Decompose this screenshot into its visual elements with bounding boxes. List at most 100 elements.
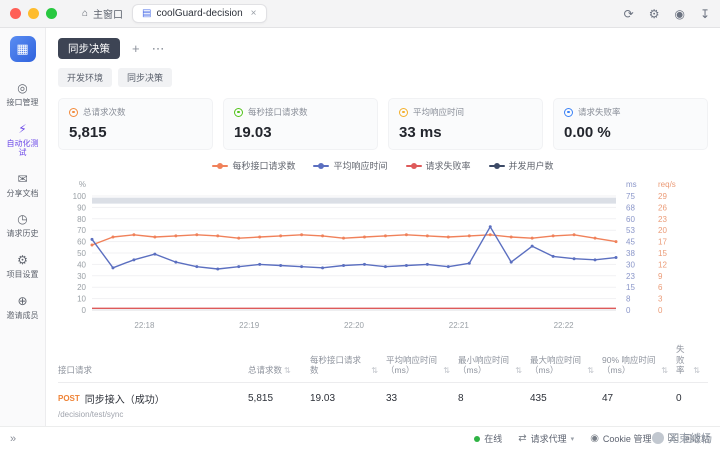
sort-icon[interactable]: ⇅ [661, 366, 668, 376]
http-method-badge: POST [58, 394, 80, 403]
svg-text:60: 60 [626, 215, 635, 224]
svg-text:15: 15 [658, 249, 667, 258]
metric-icon [399, 108, 408, 117]
expand-panel-icon[interactable]: » [10, 433, 16, 445]
request-name: 同步接入（成功） [85, 391, 165, 406]
page-title: 同步决策 [58, 38, 120, 59]
column-max-response[interactable]: 最大响应时间（ms）⇅ [530, 355, 602, 376]
legend-requests-per-second[interactable]: 每秒接口请求数 [212, 159, 295, 172]
online-status[interactable]: 在线 [474, 432, 502, 445]
svg-text:0: 0 [626, 306, 631, 315]
add-button[interactable]: + [132, 41, 140, 56]
cell-max-response: 435 [530, 391, 602, 404]
sidebar-item-request-history[interactable]: ◷ 请求历史 [0, 205, 45, 246]
history-icon: ◷ [17, 212, 27, 226]
metric-total-requests: 总请求次数 5,815 [58, 98, 213, 150]
sidebar-item-label: 分享文档 [7, 189, 39, 199]
sort-icon[interactable]: ⇅ [587, 366, 594, 376]
minimize-window-button[interactable] [28, 8, 39, 19]
sidebar-item-invite-members[interactable]: ⊕ 邀请成员 [0, 287, 45, 328]
tab-project[interactable]: ▤ coolGuard-decision × [132, 4, 266, 23]
app-logo[interactable]: ▦ [10, 36, 36, 62]
share-icon: ✉ [17, 172, 27, 186]
sort-icon[interactable]: ⇅ [515, 366, 522, 376]
svg-text:100: 100 [73, 192, 87, 201]
cell-total-requests: 5,815 [248, 391, 310, 404]
svg-text:75: 75 [626, 192, 635, 201]
more-options-button[interactable]: ⋯ [152, 41, 165, 57]
legend-concurrent-users[interactable]: 并发用户数 [489, 159, 554, 172]
download-icon[interactable]: ↧ [700, 7, 710, 21]
svg-text:90: 90 [77, 203, 86, 212]
request-table: 接口请求 总请求数⇅ 每秒接口请求数⇅ 平均响应时间（ms）⇅ 最小响应时间（m… [58, 340, 708, 426]
cell-p90-response: 47 [602, 391, 676, 404]
metric-icon [69, 108, 78, 117]
sidebar-item-share-docs[interactable]: ✉ 分享文档 [0, 165, 45, 206]
metric-requests-per-second: 每秒接口请求数 19.03 [223, 98, 378, 150]
svg-text:12: 12 [658, 260, 667, 269]
metric-label: 请求失败率 [578, 106, 621, 118]
sidebar-item-project-settings[interactable]: ⚙ 项目设置 [0, 246, 45, 287]
cookie-label: Cookie 管理 [603, 432, 652, 445]
column-failure-rate[interactable]: 失败率⇅ [676, 344, 708, 376]
tab-sync-decision[interactable]: 同步决策 [118, 68, 172, 87]
svg-text:26: 26 [658, 203, 667, 212]
sidebar-item-automated-testing[interactable]: ⚡ 自动化测试 [0, 115, 45, 165]
test-icon: ⚡ [18, 122, 26, 136]
sync-icon[interactable]: ⟳ [624, 7, 634, 21]
tab-dev-environment[interactable]: 开发环境 [58, 68, 112, 87]
sort-icon[interactable]: ⇅ [443, 366, 450, 376]
home-icon: ⌂ [82, 8, 88, 19]
svg-text:0: 0 [658, 306, 663, 315]
page-header: 同步决策 + ⋯ [58, 38, 708, 59]
metric-label: 总请求次数 [83, 106, 126, 118]
sort-icon[interactable]: ⇅ [284, 366, 291, 376]
cookie-icon: ◉ [590, 433, 599, 444]
column-total-requests[interactable]: 总请求数⇅ [248, 365, 310, 376]
sidebar-item-label: 项目设置 [7, 270, 39, 280]
legend-marker [313, 162, 329, 170]
proxy-label: 请求代理 [531, 432, 567, 445]
invite-icon: ⊕ [17, 294, 27, 308]
legend-failure-rate[interactable]: 请求失败率 [406, 159, 471, 172]
svg-text:22:19: 22:19 [239, 321, 260, 330]
svg-text:23: 23 [626, 272, 635, 281]
gear-icon: ⚙ [17, 253, 28, 267]
tab-main-window[interactable]: ⌂ 主窗口 [73, 3, 132, 24]
titlebar: ⌂ 主窗口 ▤ coolGuard-decision × ⟳ ⚙ ◉ ↧ [0, 0, 720, 28]
column-min-response[interactable]: 最小响应时间（ms）⇅ [458, 355, 530, 376]
legend-avg-response-time[interactable]: 平均响应时间 [313, 159, 387, 172]
metric-cards: 总请求次数 5,815 每秒接口请求数 19.03 平均响应时间 33 ms 请… [58, 98, 708, 150]
svg-text:8: 8 [626, 295, 631, 304]
request-proxy-menu[interactable]: ⇄ 请求代理 ▾ [518, 432, 574, 445]
legend-marker [489, 162, 505, 170]
watermark: 无束缚杨 [652, 430, 712, 446]
layout-icon[interactable]: ◉ [674, 7, 684, 21]
legend-label: 每秒接口请求数 [232, 159, 295, 172]
chevron-down-icon: ▾ [571, 435, 575, 443]
legend-marker [406, 162, 422, 170]
online-label: 在线 [484, 432, 502, 445]
svg-text:53: 53 [626, 226, 635, 235]
table-row[interactable]: POST 同步接入（成功） /decision/test/sync 5,815 … [58, 383, 708, 426]
cell-requests-per-second: 19.03 [310, 391, 386, 404]
proxy-icon: ⇄ [518, 433, 526, 444]
settings-gear-icon[interactable]: ⚙ [649, 7, 660, 21]
sort-icon[interactable]: ⇅ [693, 366, 700, 376]
svg-text:15: 15 [626, 283, 635, 292]
cookie-manager-button[interactable]: ◉ Cookie 管理 [590, 432, 651, 445]
close-window-button[interactable] [10, 8, 21, 19]
chart-area: %msreq/s10075299068268060237053206045175… [58, 174, 708, 332]
body-row: ▦ ◎ 接口管理 ⚡ 自动化测试 ✉ 分享文档 ◷ 请求历史 ⚙ 项目设置 [0, 28, 720, 426]
zoom-window-button[interactable] [46, 8, 57, 19]
column-requests-per-second[interactable]: 每秒接口请求数⇅ [310, 355, 386, 376]
sort-icon[interactable]: ⇅ [371, 366, 378, 376]
titlebar-actions: ⟳ ⚙ ◉ ↧ [624, 7, 710, 21]
metric-value: 5,815 [69, 124, 202, 141]
scenario-tabs: 开发环境 同步决策 [58, 68, 708, 87]
column-p90-response[interactable]: 90% 响应时间（ms）⇅ [602, 355, 676, 376]
sidebar-item-api-management[interactable]: ◎ 接口管理 [0, 74, 45, 115]
column-avg-response[interactable]: 平均响应时间（ms）⇅ [386, 355, 458, 376]
svg-text:30: 30 [77, 272, 86, 281]
close-tab-icon[interactable]: × [251, 8, 257, 19]
